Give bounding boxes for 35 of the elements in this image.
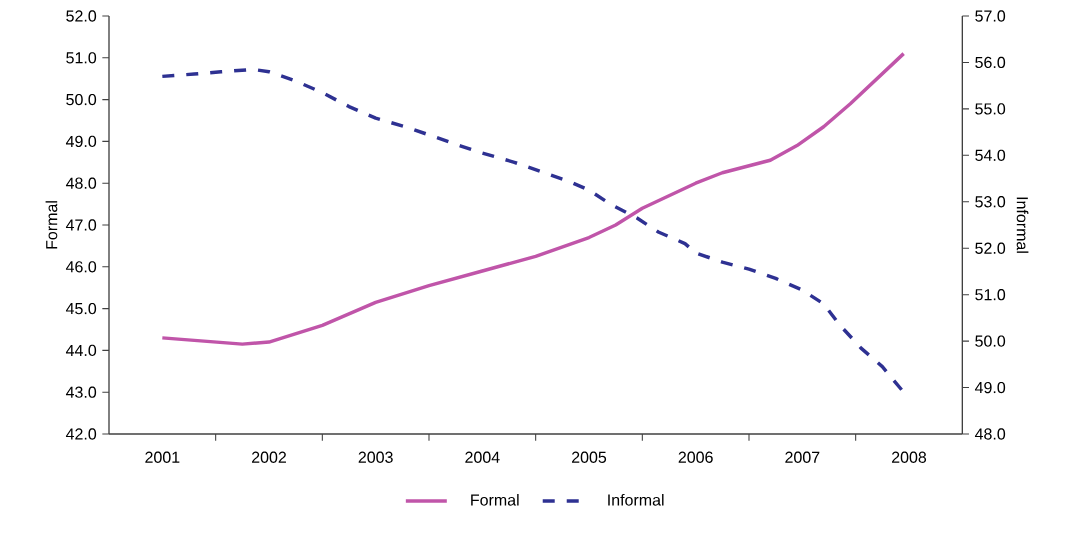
y2-tick-label: 53.0: [975, 196, 1006, 208]
y-tick-label: 47.0: [65, 219, 97, 231]
y-axis-title: Formal: [45, 201, 58, 249]
x-tick-label: 2004: [465, 451, 500, 463]
y-tick-label: 44.0: [65, 344, 97, 357]
y2-tick-label: 49.0: [974, 381, 1006, 394]
x-tick-label: 2005: [572, 451, 607, 463]
legend-label: Informal: [608, 493, 664, 506]
y-tick-label: 51.0: [66, 52, 97, 64]
x-tick-label: 2008: [892, 451, 927, 463]
x-tick-label: 2006: [678, 451, 713, 463]
x-tick-label: 2007: [785, 451, 820, 463]
y-tick-label: 42.0: [65, 428, 97, 440]
y-tick-label: 46.0: [65, 261, 97, 273]
y2-tick-label: 54.0: [975, 149, 1006, 161]
y2-axis-title: Informal: [1016, 197, 1029, 253]
y2-tick-label: 51.0: [975, 289, 1006, 301]
y2-tick-label: 52.0: [975, 242, 1006, 254]
y2-tick-label: 55.0: [975, 103, 1006, 115]
y-tick-label: 49.0: [65, 135, 97, 148]
line-series: [160, 51, 906, 346]
y-tick-label: 48.0: [65, 177, 97, 189]
line-series: [160, 67, 906, 394]
y-tick-label: 50.0: [66, 93, 97, 106]
y2-tick-label: 48.0: [974, 428, 1006, 440]
y2-tick-label: 57.0: [975, 10, 1006, 22]
x-tick-label: 2001: [145, 451, 180, 463]
y-tick-label: 43.0: [65, 386, 97, 398]
x-tick-label: 2003: [358, 451, 393, 463]
legend-label: Formal: [471, 493, 519, 506]
y2-tick-label: 50.0: [975, 335, 1006, 347]
y-tick-label: 45.0: [65, 302, 97, 315]
y2-tick-label: 56.0: [975, 56, 1006, 69]
x-tick-label: 2002: [252, 451, 286, 463]
y-tick-label: 52.0: [66, 10, 97, 22]
